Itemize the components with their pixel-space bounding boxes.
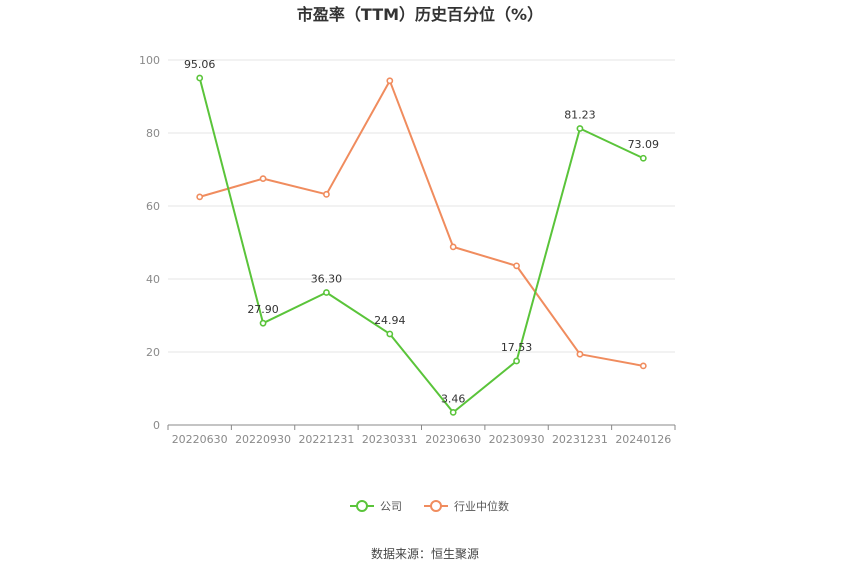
x-tick-label: 20230331 xyxy=(362,433,418,446)
legend-label: 公司 xyxy=(380,500,402,513)
data-point xyxy=(259,175,267,183)
data-point xyxy=(196,193,204,201)
data-point xyxy=(513,262,520,270)
data-point xyxy=(323,289,330,296)
data-point xyxy=(259,319,267,327)
series-line xyxy=(199,79,644,367)
legend[interactable]: 公司 行业中位数 xyxy=(350,499,509,513)
data-point xyxy=(196,74,204,82)
chart-title: 市盈率（TTM）历史百分位（%） xyxy=(297,5,543,24)
data-point xyxy=(386,77,394,85)
y-tick-label: 20 xyxy=(146,346,160,359)
y-tick-label: 40 xyxy=(146,273,160,286)
y-tick-label: 60 xyxy=(146,200,160,213)
axes: 0 20 40 60 80 100 20220630 20220930 20221231 2023… xyxy=(139,54,676,446)
x-tick-label: 20230930 xyxy=(489,433,545,446)
data-label: 17.53 xyxy=(501,341,533,354)
data-point xyxy=(449,243,457,251)
data-point xyxy=(323,190,330,198)
y-tick-label: 0 xyxy=(153,419,160,432)
x-tick-label: 20220930 xyxy=(235,433,291,446)
legend-swatch-marker xyxy=(430,500,442,512)
x-tick-label: 20240126 xyxy=(615,433,671,446)
data-label: 36.30 xyxy=(311,273,343,286)
data-label: 73.09 xyxy=(628,138,660,151)
y-tick-label: 100 xyxy=(139,54,160,67)
data-point xyxy=(513,357,520,365)
data-point xyxy=(639,154,647,162)
series-layer: 95.06 27.90 36.30 24.94 3.46 17.53 81.23 73.09 xyxy=(184,58,660,416)
x-tick-label: 20220630 xyxy=(172,433,228,446)
data-label: 95.06 xyxy=(184,58,216,71)
data-point xyxy=(639,362,647,370)
data-point xyxy=(576,350,584,358)
x-tick-label: 20231231 xyxy=(552,433,608,446)
legend-item[interactable]: 公司 xyxy=(350,500,402,513)
data-label: 27.90 xyxy=(247,303,279,316)
data-label: 24.94 xyxy=(374,314,406,327)
data-point xyxy=(449,408,457,416)
series-line xyxy=(198,77,644,414)
series-1 xyxy=(196,77,647,370)
data-point xyxy=(576,125,584,132)
source-note: 数据来源：恒生聚源 xyxy=(371,546,479,561)
grid xyxy=(168,59,675,353)
legend-label: 行业中位数 xyxy=(454,499,509,513)
legend-swatch-marker xyxy=(356,500,368,512)
data-label: 81.23 xyxy=(564,109,596,122)
x-tick-label: 20221231 xyxy=(298,433,354,446)
x-tick-label: 20230630 xyxy=(425,433,481,446)
data-label: 3.46 xyxy=(441,392,466,405)
y-tick-label: 80 xyxy=(146,127,160,140)
data-point xyxy=(386,330,394,338)
series-0: 95.06 27.90 36.30 24.94 3.46 17.53 81.23 73.09 xyxy=(184,58,660,416)
legend-item[interactable]: 行业中位数 xyxy=(424,499,509,513)
